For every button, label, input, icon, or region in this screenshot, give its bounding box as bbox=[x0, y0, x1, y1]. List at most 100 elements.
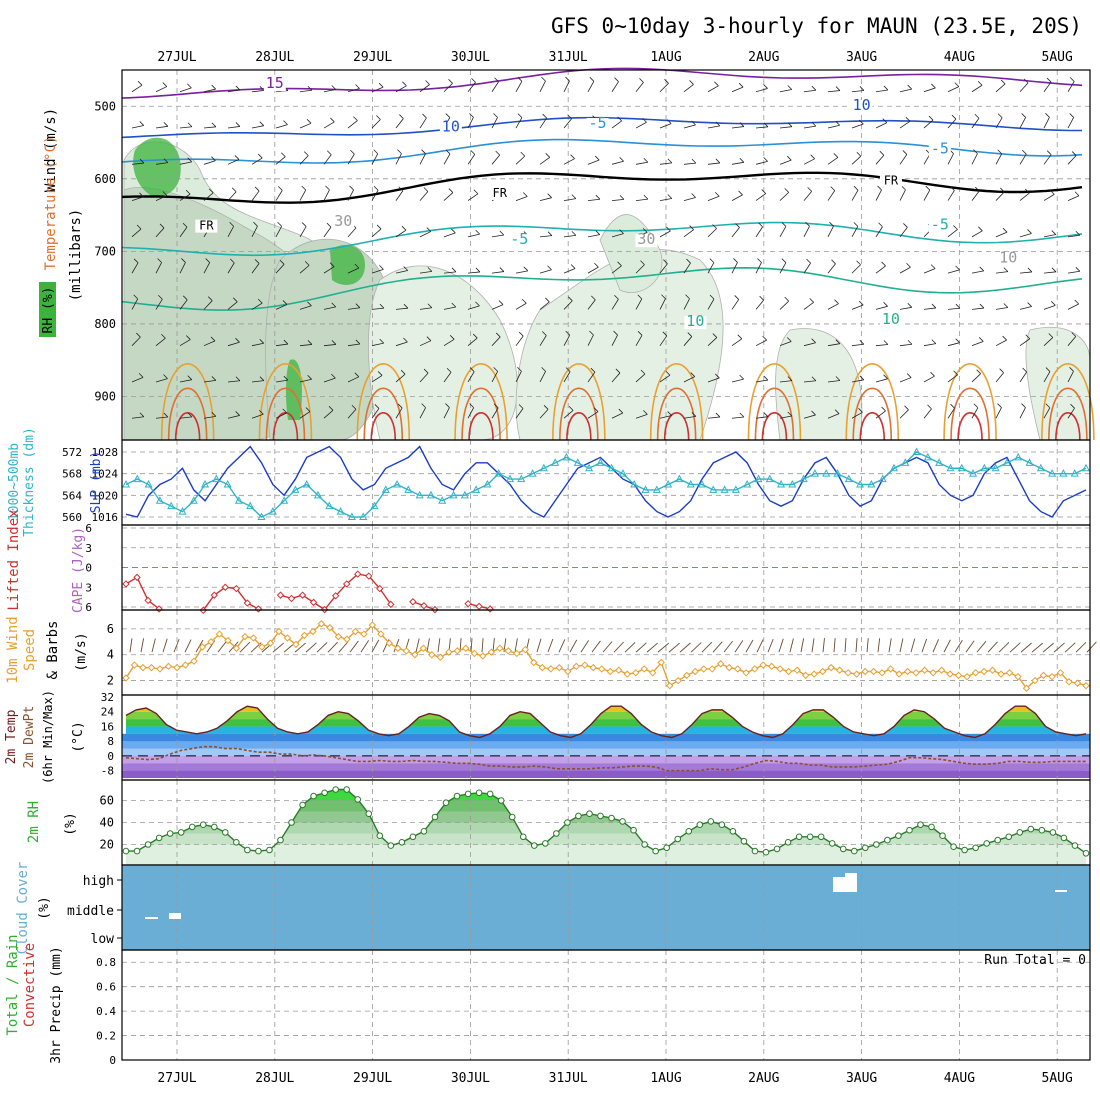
wind-barb bbox=[481, 638, 484, 653]
wind-barb bbox=[591, 640, 601, 653]
wind-barb-flag bbox=[811, 376, 817, 382]
wind-barb bbox=[976, 641, 987, 653]
thickness-point bbox=[630, 479, 639, 488]
wind-barb bbox=[779, 159, 792, 165]
wind-barb bbox=[275, 124, 288, 129]
date-tick-label: 28JUL bbox=[255, 50, 294, 65]
wind-barb-flag bbox=[235, 376, 241, 382]
rh2m-point bbox=[188, 823, 196, 831]
wind-barb bbox=[803, 89, 816, 93]
wind-barb-flag bbox=[739, 412, 745, 418]
wind-speed-point bbox=[801, 671, 810, 680]
temperature-contour bbox=[121, 138, 1083, 164]
wind-barb-flag bbox=[739, 158, 745, 163]
wind-barb-flag bbox=[667, 158, 673, 164]
rh2m-point bbox=[663, 844, 670, 852]
wind-speed-point bbox=[198, 643, 207, 651]
lifted-index-point bbox=[243, 599, 252, 607]
wind-speed-point bbox=[1022, 684, 1031, 692]
wind-barb bbox=[811, 638, 815, 653]
lifted-index-point bbox=[376, 584, 384, 593]
date-tick-label: 1AUG bbox=[650, 50, 681, 65]
wind-barb-flag bbox=[545, 297, 550, 303]
wind-barb-flag bbox=[856, 260, 861, 266]
wind-speed-point bbox=[266, 639, 275, 647]
wind-barb-flag bbox=[328, 406, 334, 411]
rh2m-point bbox=[122, 847, 130, 855]
wind-barb bbox=[995, 407, 1002, 419]
wind-barb bbox=[971, 270, 984, 274]
rh2m-point bbox=[806, 833, 814, 841]
contour-label: 30 bbox=[637, 230, 655, 248]
lifted-tick-label: 3 bbox=[85, 542, 92, 555]
wind-barb-flag bbox=[859, 86, 865, 91]
wind-barb-flag bbox=[157, 258, 162, 263]
wind-barb-flag bbox=[350, 149, 355, 155]
pressure-tick-label: 500 bbox=[94, 99, 116, 113]
wind-barb-flag bbox=[878, 222, 883, 228]
wind-barb bbox=[419, 153, 426, 165]
wind-barb bbox=[707, 125, 720, 129]
wind-barb bbox=[515, 302, 527, 310]
wind-barb bbox=[1019, 407, 1026, 419]
wind-barb bbox=[179, 87, 192, 93]
wind-barb bbox=[803, 226, 810, 238]
wind-speed-line bbox=[125, 622, 1087, 690]
rh2m-point bbox=[255, 847, 262, 855]
wind-barb bbox=[875, 226, 883, 238]
rh-band bbox=[126, 789, 1086, 801]
wind-barb bbox=[515, 335, 524, 346]
date-tick-label: 2AUG bbox=[748, 1071, 779, 1086]
warm-contour bbox=[272, 412, 299, 441]
thickness-point bbox=[393, 479, 402, 488]
wind-barb bbox=[316, 642, 328, 653]
wind-barb bbox=[731, 338, 743, 347]
wind-speed-point bbox=[538, 663, 546, 672]
wind-barb-flag bbox=[354, 263, 360, 269]
wind-barb bbox=[515, 408, 524, 419]
rh2m-point bbox=[1082, 850, 1090, 857]
wind-barb-flag bbox=[326, 222, 332, 228]
wind-barb bbox=[131, 196, 144, 201]
wind-barb bbox=[731, 227, 740, 238]
wind-barb bbox=[1043, 117, 1050, 129]
wind-barb bbox=[155, 299, 163, 310]
wind-barb bbox=[659, 123, 672, 129]
wind-barb bbox=[611, 233, 624, 238]
wind-barb bbox=[679, 642, 691, 653]
wind-barb bbox=[707, 162, 720, 165]
wind-barb bbox=[683, 84, 694, 93]
wind-barb-flag bbox=[787, 411, 793, 417]
wind-barb-flag bbox=[257, 298, 263, 304]
wind-barb-flag bbox=[448, 79, 453, 84]
wind-barb bbox=[646, 642, 658, 653]
wind-barb bbox=[587, 198, 600, 201]
thickness-point bbox=[347, 512, 356, 520]
wind-barb-flag bbox=[517, 113, 523, 118]
wind-barb bbox=[611, 372, 621, 383]
rh2m-point bbox=[166, 830, 174, 837]
wind-barb bbox=[899, 227, 908, 238]
wind-speed-point bbox=[249, 634, 258, 642]
wind-barb bbox=[275, 379, 288, 383]
wind-barb-flag bbox=[709, 294, 715, 300]
wind-barb bbox=[371, 375, 383, 383]
wind-barb-flag bbox=[809, 298, 814, 303]
wind-speed-point bbox=[122, 674, 130, 682]
wind-barb bbox=[971, 118, 980, 129]
rh2m-point bbox=[398, 839, 406, 846]
wind-barb-flag bbox=[930, 371, 935, 377]
temperature-axis-label: Temperature (°C) bbox=[43, 136, 59, 271]
lifted-index-point bbox=[210, 591, 218, 599]
wind-barb-flag bbox=[158, 294, 163, 300]
contour-label: FR bbox=[199, 219, 214, 233]
contour-label: -5 bbox=[589, 114, 607, 132]
wind-barb-flag bbox=[978, 226, 983, 232]
wind-barb bbox=[1086, 641, 1097, 653]
wind-barb-flag bbox=[859, 375, 865, 381]
wind-barb bbox=[395, 190, 404, 201]
wind-barb-flag bbox=[1069, 113, 1074, 118]
wind-barb-flag bbox=[403, 337, 408, 343]
wind-barb-flag bbox=[907, 303, 913, 308]
wind-barb bbox=[467, 371, 475, 383]
